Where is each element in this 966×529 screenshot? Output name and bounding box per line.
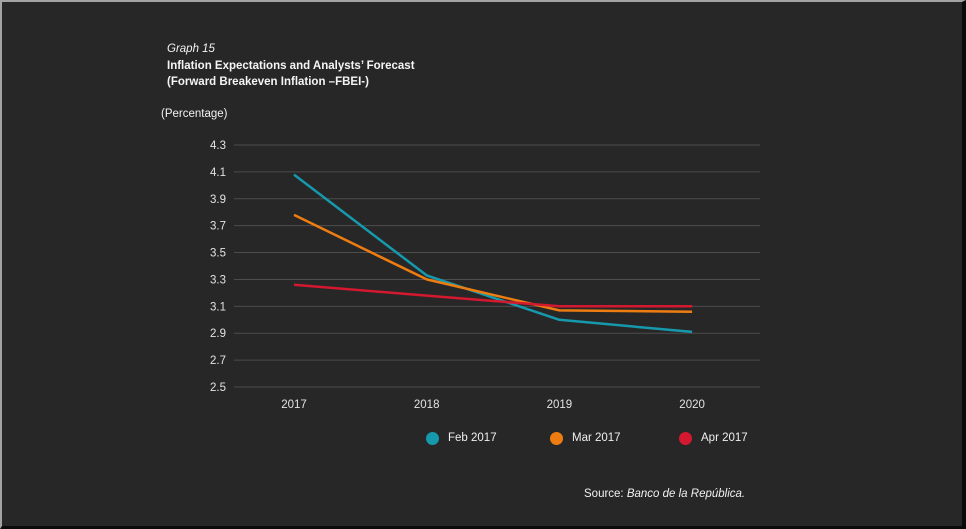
legend-item-feb-2017: Feb 2017 (426, 431, 497, 445)
y-axis-tick-label: 3.1 (210, 301, 226, 313)
chart-title-line-2: (Forward Breakeven Inflation –FBEI-) (167, 76, 369, 88)
y-axis-tick-label: 4.1 (210, 167, 226, 179)
series-line-apr-2017 (293, 283, 693, 308)
x-axis-tick-label: 2020 (679, 399, 705, 411)
y-axis-tick-label: 4.3 (210, 140, 226, 152)
graph-number-label: Graph 15 (167, 43, 215, 55)
source-text: Banco de la República. (626, 488, 746, 500)
y-axis-tick-label: 2.7 (210, 355, 226, 367)
legend-dot-feb-2017-icon (426, 431, 439, 445)
x-axis-tick-label: 2019 (547, 399, 573, 411)
chart-title-line-1: Inflation Expectations and Analysts’ For… (167, 60, 415, 72)
y-axis-tick-label: 3.3 (210, 274, 226, 286)
y-axis-unit-label: (Percentage) (161, 108, 228, 120)
y-axis-tick-label: 2.5 (210, 382, 226, 394)
legend-dot-mar-2017-icon (550, 431, 563, 445)
legend-label-feb-2017: Feb 2017 (448, 432, 497, 444)
y-axis-tick-label: 3.7 (210, 221, 226, 233)
source-note: Source: Banco de la República. (584, 488, 745, 500)
y-axis-tick-label: 3.5 (210, 248, 226, 260)
y-axis-tick-label: 2.9 (210, 328, 226, 340)
y-axis-tick-label: 3.9 (210, 194, 226, 206)
series-line-mar-2017 (293, 213, 693, 313)
legend-item-mar-2017: Mar 2017 (550, 431, 621, 445)
x-axis-tick-label: 2017 (281, 399, 307, 411)
legend-dot-apr-2017-icon (679, 431, 692, 445)
legend-item-apr-2017: Apr 2017 (679, 431, 748, 445)
chart-legend: Feb 2017 Mar 2017 Apr 2017 (2, 431, 962, 447)
legend-label-mar-2017: Mar 2017 (572, 432, 621, 444)
series-line-feb-2017 (293, 173, 693, 334)
legend-label-apr-2017: Apr 2017 (701, 432, 748, 444)
x-axis-tick-label: 2018 (414, 399, 440, 411)
chart-header: Graph 15 Inflation Expectations and Anal… (167, 43, 415, 90)
source-prefix: Source: (584, 488, 627, 500)
